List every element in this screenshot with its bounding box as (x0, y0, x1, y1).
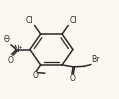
Text: Cl: Cl (25, 16, 33, 25)
Text: O: O (8, 56, 14, 65)
Text: N: N (14, 45, 19, 54)
Text: O: O (33, 71, 39, 80)
Text: O: O (4, 35, 10, 44)
Text: −: − (4, 36, 10, 42)
Text: Br: Br (91, 55, 99, 64)
Text: O: O (70, 74, 76, 83)
Text: Cl: Cl (70, 16, 77, 25)
Text: +: + (17, 45, 22, 50)
